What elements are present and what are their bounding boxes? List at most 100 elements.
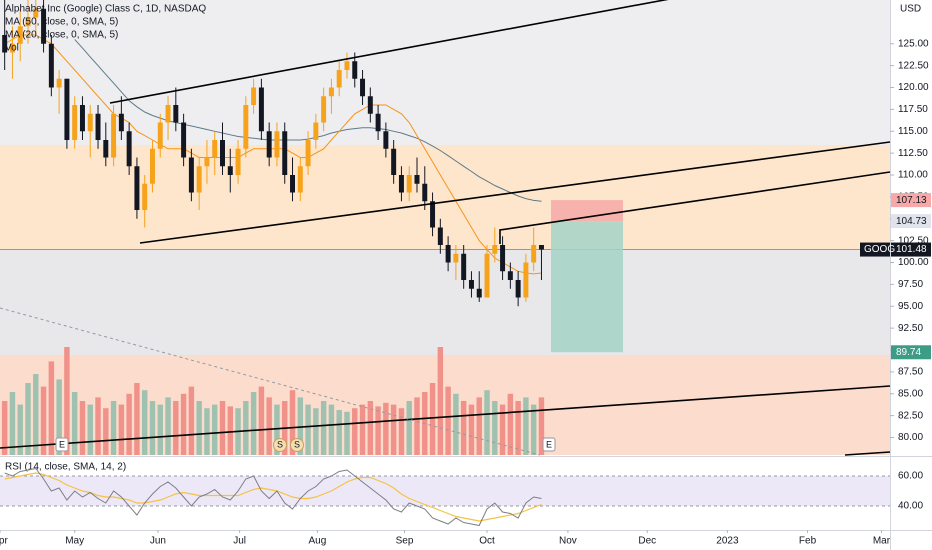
y-tick-label: 112.50 [898, 148, 928, 159]
candle-body [235, 148, 241, 175]
candle-body [9, 43, 15, 53]
candle-body [375, 113, 381, 132]
volume-bar [336, 410, 342, 455]
y-tick-label: 102.50 [898, 235, 929, 246]
volume-bar [1, 401, 8, 455]
volume-bar [398, 408, 405, 455]
price-tag [891, 345, 931, 360]
volume-bar [305, 404, 311, 455]
candle-body [515, 280, 521, 298]
candle-body [391, 148, 397, 175]
trend-line [844, 451, 891, 456]
candle-body [476, 288, 482, 298]
candle-body [64, 78, 70, 140]
candle-body [383, 131, 389, 149]
candle-body [453, 253, 459, 263]
candle-body [48, 43, 54, 88]
candle-body [95, 113, 101, 140]
event-badge [290, 438, 304, 452]
y-tick-label: 115.00 [898, 126, 928, 137]
candle-body [266, 131, 272, 158]
y-tick-label: 60.00 [898, 471, 923, 482]
candle-body [149, 148, 155, 184]
volume-bar [406, 401, 412, 455]
volume-bar [523, 397, 529, 455]
volume-bar [499, 404, 506, 455]
drawings [0, 0, 891, 456]
volume-bar [250, 392, 257, 455]
volume-bar [134, 383, 140, 455]
candle-body [290, 175, 296, 193]
volume-bar [530, 404, 537, 455]
y-tick-label: 95.00 [898, 301, 923, 312]
candle-body [398, 175, 404, 193]
price-tag-label: 89.74 [896, 347, 921, 358]
candle-body [531, 245, 537, 263]
price-tag [891, 214, 931, 229]
volume-bar [289, 390, 296, 455]
volume-bar [87, 404, 93, 455]
volume-bar [211, 404, 218, 455]
event-badge [542, 437, 556, 452]
volume-bar [258, 386, 265, 455]
volume-bar [445, 386, 451, 455]
event-label: E [59, 439, 65, 449]
volume-bar [95, 397, 101, 455]
y-tick-label: 92.50 [898, 323, 923, 334]
volume-bar [383, 402, 389, 455]
rsi-ma-line [4, 472, 542, 522]
candle-body [79, 105, 85, 132]
volume-bar [429, 383, 436, 455]
target-zone [551, 221, 623, 353]
volume-bar [64, 347, 70, 455]
volume-bar [149, 401, 156, 455]
chart-title: Alphabet Inc (Google) Class C, 1D, NASDA… [5, 4, 206, 15]
trend-line [499, 171, 891, 244]
price-tag-label: 104.73 [896, 216, 927, 227]
candle-body [414, 175, 420, 184]
y-tick-label: 125.00 [898, 38, 929, 49]
volume-bar [297, 397, 304, 455]
price-tag [891, 193, 931, 208]
event-label: S [277, 439, 283, 449]
candle-body [258, 87, 264, 132]
candle-body [468, 280, 474, 289]
candle-body [360, 78, 366, 97]
x-tick-label: Aug [309, 536, 327, 547]
candle-body [72, 105, 78, 140]
x-tick-label: Mar [873, 536, 891, 547]
volume-bar [79, 401, 86, 455]
volume-bar [17, 404, 23, 455]
legend-entry: Vol [5, 43, 19, 54]
rsi-band [0, 476, 890, 506]
candle-body [87, 113, 93, 132]
y-tick-label: 120.00 [898, 82, 929, 93]
x-tick-label: Dec [638, 536, 656, 547]
candle-body [181, 122, 187, 158]
candle-body [430, 201, 436, 228]
candle-body [220, 140, 225, 167]
y-tick-label: 80.00 [898, 432, 923, 443]
volume-bar [274, 404, 280, 455]
candle-body [251, 87, 257, 105]
volume-bar [344, 411, 350, 455]
volume-bar [367, 401, 374, 455]
candle-body [538, 245, 544, 250]
volume-bar [492, 401, 498, 455]
ma-line [4, 34, 542, 275]
candle-body [227, 166, 233, 175]
candle-body [406, 175, 412, 193]
candle-body [173, 105, 179, 123]
candle-body [157, 122, 163, 149]
symbol-label: GOOG [864, 244, 895, 255]
volume-bar [118, 404, 125, 455]
volume-bar [328, 404, 335, 455]
volume-bar [476, 397, 482, 455]
legend-entry: MA (50, close, 0, SMA, 5) [5, 17, 118, 28]
volume-bar [157, 404, 163, 455]
trend-line [0, 385, 891, 449]
x-tick-label: Oct [479, 536, 495, 547]
volume-bar [507, 393, 514, 455]
legend-entry: RSI (14, close, SMA, 14, 2) [5, 462, 126, 473]
y-tick-label: 122.50 [898, 60, 929, 71]
